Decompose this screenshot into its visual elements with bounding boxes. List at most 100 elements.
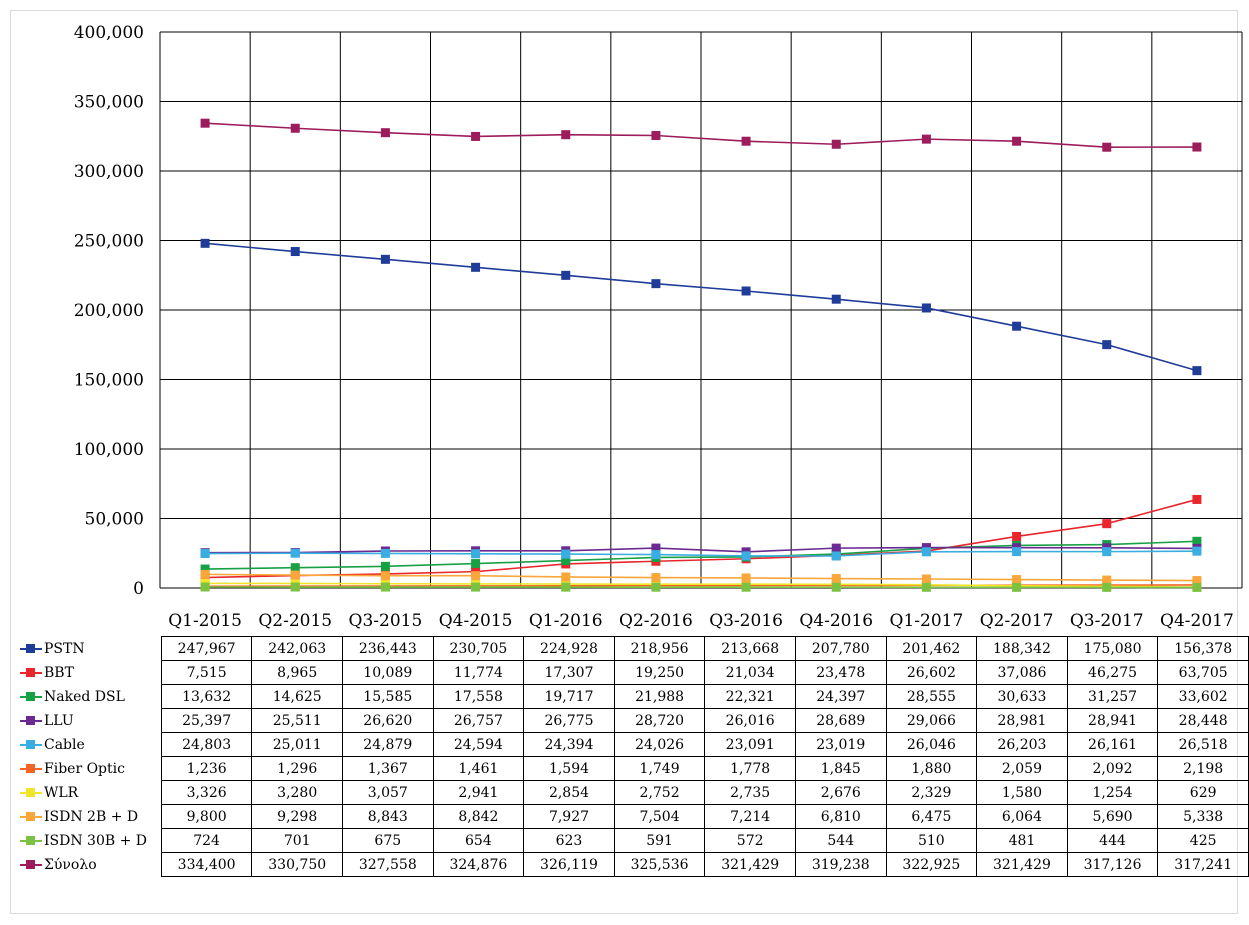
data-point: [1102, 575, 1112, 585]
data-label: 247,967: [160, 636, 253, 661]
series-line: [205, 546, 1197, 554]
data-point: [200, 569, 210, 579]
data-label: 26,518: [1157, 732, 1249, 757]
data-label: 19,250: [613, 660, 706, 685]
data-point: [921, 582, 931, 592]
data-label: 25,511: [251, 708, 343, 733]
data-label: 317,126: [1066, 852, 1159, 877]
data-label: 3,280: [251, 780, 343, 805]
table-row: Naked DSL 13,632 14,625 15,585 17,558 19,717 2…: [16, 684, 1249, 709]
data-point: [651, 279, 661, 289]
y-tick-label: 200,000: [74, 301, 144, 321]
data-point: [1102, 582, 1112, 592]
data-label: 13,632: [160, 684, 253, 709]
data-point: [1102, 340, 1112, 350]
legend-entry: Naked DSL: [16, 684, 162, 709]
data-label: 1,880: [885, 756, 978, 781]
data-label: 1,749: [613, 756, 706, 781]
data-label: 46,275: [1066, 660, 1159, 685]
data-label: 17,558: [432, 684, 525, 709]
data-point: [290, 123, 300, 133]
data-label: 327,558: [342, 852, 434, 877]
y-tick-label: 0: [133, 579, 144, 599]
data-point: [921, 547, 931, 557]
legend-entry: PSTN: [16, 636, 162, 661]
legend-key-icon: [20, 739, 42, 750]
legend-label: Σύνολο: [44, 856, 97, 873]
data-point: [290, 582, 300, 592]
series-0: [200, 238, 1202, 376]
data-point: [921, 574, 931, 584]
data-label: 1,580: [976, 780, 1068, 805]
x-tick-label: Q3-2017: [1070, 611, 1144, 631]
data-label: 188,342: [976, 636, 1068, 661]
data-point: [290, 563, 300, 573]
data-label: 207,780: [794, 636, 887, 661]
y-tick-label: 350,000: [74, 93, 144, 113]
data-point: [831, 294, 841, 304]
data-label: 1,778: [704, 756, 796, 781]
legend-entry: LLU: [16, 708, 162, 733]
grid-layer: [159, 31, 1243, 589]
data-label: 17,307: [523, 660, 615, 685]
series-line: [205, 242, 1198, 372]
table-row: Cable 24,803 25,011 24,879 24,594 24,394 24,02…: [16, 732, 1249, 757]
data-label: 2,752: [613, 780, 706, 805]
data-label: 326,119: [523, 852, 615, 877]
data-label: 23,019: [794, 732, 887, 757]
data-label: 21,988: [613, 684, 706, 709]
data-point: [200, 582, 210, 592]
chart-frame: [10, 10, 1238, 914]
data-point: [290, 247, 300, 257]
data-point: [921, 303, 931, 313]
legend-entry: Fiber Optic: [16, 756, 162, 781]
data-point: [380, 571, 390, 581]
data-label: 2,329: [885, 780, 978, 805]
data-point: [1192, 142, 1202, 152]
data-point: [471, 262, 481, 272]
data-label: 5,690: [1066, 804, 1159, 829]
data-point: [380, 254, 390, 264]
data-label: 156,378: [1157, 636, 1249, 661]
data-label: 25,011: [251, 732, 343, 757]
data-point: [1192, 494, 1202, 504]
legend-key-icon: [20, 787, 42, 798]
x-tick-label: Q4-2016: [799, 611, 873, 631]
data-label: 37,086: [976, 660, 1068, 685]
legend-key-icon: [20, 811, 42, 822]
legend-entry: ISDN 2B + D: [16, 804, 162, 829]
data-label: 1,461: [432, 756, 525, 781]
legend-key-icon: [20, 643, 42, 654]
series-line: [205, 540, 1197, 570]
data-label: 31,257: [1066, 684, 1159, 709]
data-point: [831, 543, 841, 553]
data-label: 28,981: [976, 708, 1068, 733]
data-label: 3,057: [342, 780, 434, 805]
legend-label: Fiber Optic: [44, 760, 125, 777]
data-point: [290, 570, 300, 580]
data-label: 26,775: [523, 708, 615, 733]
data-label: 26,203: [976, 732, 1068, 757]
data-label: 24,394: [523, 732, 615, 757]
data-label: 8,843: [342, 804, 434, 829]
x-tick-label: Q2-2017: [980, 611, 1054, 631]
table-row: WLR 3,326 3,280 3,057 2,941 2,854 2,752 2,735 2,…: [16, 780, 1249, 805]
data-label: 28,689: [794, 708, 887, 733]
legend-entry: Cable: [16, 732, 162, 757]
data-label: 7,927: [523, 804, 615, 829]
data-label: 26,620: [342, 708, 434, 733]
data-table: PSTN 247,967 242,063 236,443 230,705 224,928 2…: [16, 636, 1249, 877]
table-row: PSTN 247,967 242,063 236,443 230,705 224,928 2…: [16, 636, 1249, 661]
data-label: 321,429: [976, 852, 1068, 877]
data-point: [1012, 531, 1022, 541]
x-tick-label: Q4-2015: [439, 611, 513, 631]
data-point: [1012, 136, 1022, 146]
data-label: 6,064: [976, 804, 1068, 829]
data-point: [1102, 142, 1112, 152]
legend-label: LLU: [44, 712, 74, 729]
data-label: 10,089: [342, 660, 434, 685]
data-point: [380, 128, 390, 138]
data-point: [1192, 546, 1202, 556]
data-point: [1012, 582, 1022, 592]
data-point: [1012, 321, 1022, 331]
